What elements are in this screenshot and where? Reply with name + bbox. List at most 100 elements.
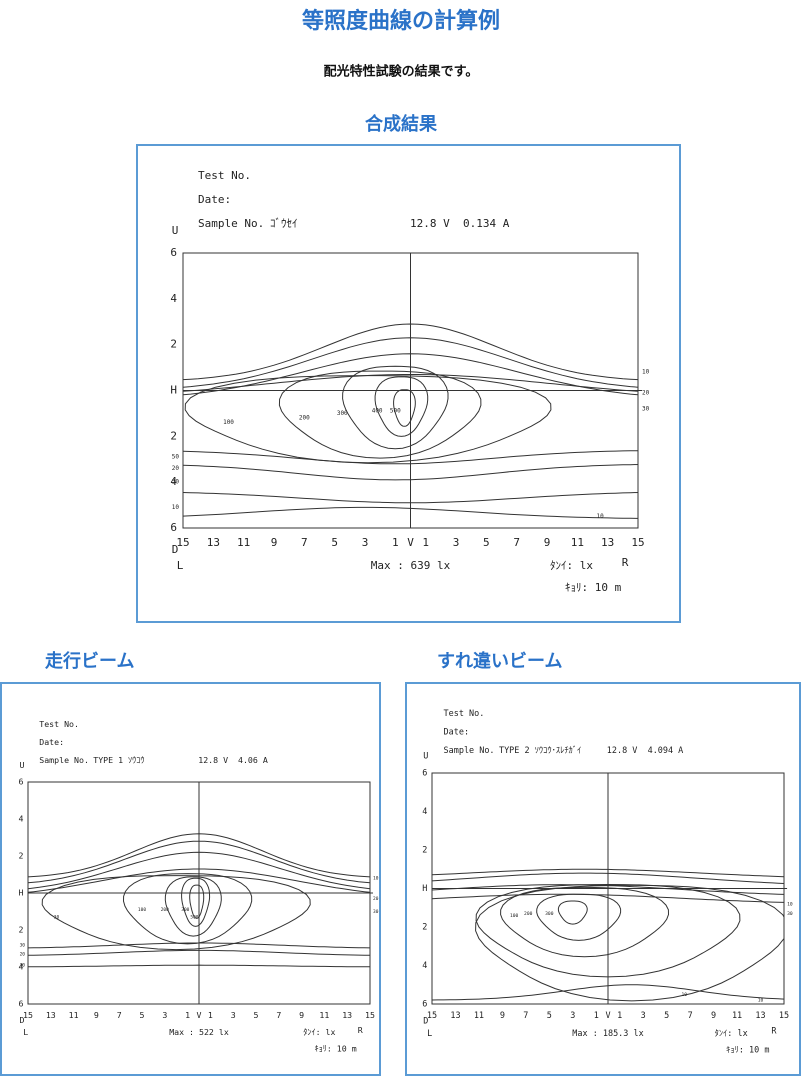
contour — [28, 949, 370, 956]
contour — [41, 875, 311, 951]
x-tick-label: 15 — [427, 1010, 437, 1020]
x-tick-label: 15 — [365, 1010, 375, 1020]
x-tick-label: 15 — [176, 536, 189, 549]
y-tick-label: 6 — [19, 777, 24, 787]
axis-right: R — [771, 1025, 777, 1035]
voltage: 12.8 V — [607, 745, 638, 755]
x-tick-label: 15 — [23, 1010, 33, 1020]
x-tick-label: 9 — [500, 1010, 505, 1020]
y-tick-label: 4 — [422, 960, 427, 970]
x-tick-label: 9 — [94, 1010, 99, 1020]
contour — [432, 872, 784, 885]
contour-label: 500 — [190, 915, 198, 921]
figure-caption: 走行ビーム — [45, 650, 134, 672]
y-tick-label: 6 — [170, 246, 177, 259]
date: Date: — [198, 193, 231, 206]
x-tick-label: 7 — [117, 1010, 122, 1020]
x-tick-label: 3 — [231, 1010, 236, 1020]
y-tick-label: 4 — [170, 475, 177, 488]
x-tick-label: 5 — [140, 1010, 145, 1020]
y-tick-label: 6 — [422, 768, 427, 778]
axis-right: R — [622, 556, 629, 569]
y-tick-label: 2 — [170, 429, 177, 442]
x-tick-label: 9 — [544, 536, 551, 549]
contour — [342, 365, 449, 450]
y-tick-label: 4 — [19, 814, 24, 824]
figure-caption: 合成結果 — [365, 113, 438, 135]
v-label: V — [197, 1010, 202, 1020]
sample: TYPE 2 ｿｳｺｳ･ｽﾚﾁｶﾞｲ — [499, 745, 581, 755]
x-tick-label: 7 — [301, 536, 308, 549]
max: Max : 639 lx — [371, 559, 451, 572]
x-tick-label: 13 — [46, 1010, 56, 1020]
contour-label: 100 — [223, 419, 234, 426]
x-tick-label: 11 — [732, 1010, 742, 1020]
axis-left: L — [23, 1027, 28, 1037]
x-tick-label: 13 — [342, 1010, 352, 1020]
contour — [278, 370, 482, 459]
plot: Test No. Date: Sample No. TYPE 1 ｿｳｺｳ 12.8 V… — [19, 719, 379, 1054]
max: Max : 522 lx — [169, 1027, 229, 1037]
contour — [183, 506, 638, 519]
contour-label: 200 — [524, 911, 533, 917]
contour-label: 30 — [172, 479, 180, 486]
x-tick-label: 1 — [617, 1010, 622, 1020]
test-no: Test No. — [444, 708, 485, 718]
current: 4.06 A — [238, 755, 268, 765]
contour-label: 30 — [20, 942, 26, 948]
contour-label: 200 — [299, 415, 310, 422]
x-tick-label: 3 — [453, 536, 460, 549]
contour — [183, 374, 638, 392]
axis-right: R — [358, 1025, 363, 1035]
y-tick-label: 4 — [170, 292, 177, 305]
contour-label: 300 — [337, 410, 348, 417]
x-tick-label: 5 — [664, 1010, 669, 1020]
x-tick-label: 7 — [513, 536, 520, 549]
contour-label: 300 — [545, 911, 554, 917]
x-tick-label: 13 — [207, 536, 220, 549]
x-tick-label: 3 — [162, 1010, 167, 1020]
x-tick-label: 9 — [271, 536, 278, 549]
contour-label: 20 — [20, 952, 26, 958]
page-title: 等照度曲線の計算例 — [302, 8, 500, 34]
y-tick-label: 2 — [422, 922, 427, 932]
contour-label: 400 — [372, 408, 383, 415]
contour-label: 500 — [390, 408, 401, 415]
contour — [183, 450, 638, 465]
figure-frame — [0, 682, 381, 1076]
contour — [475, 883, 741, 978]
axis-up: U — [172, 224, 179, 237]
x-tick-label: 7 — [276, 1010, 281, 1020]
y-tick-label: 2 — [170, 338, 177, 351]
voltage: 12.8 V — [410, 217, 450, 230]
contour — [184, 375, 552, 464]
contour — [28, 851, 370, 890]
x-tick-label: 11 — [474, 1010, 484, 1020]
x-tick-label: 11 — [319, 1010, 329, 1020]
axis-left: L — [427, 1028, 432, 1038]
x-tick-label: 13 — [450, 1010, 460, 1020]
x-tick-label: 11 — [69, 1010, 79, 1020]
sample: ｺﾞｳｾｲ — [270, 217, 298, 230]
contour-label: 50 — [172, 453, 180, 460]
contour-label: 100 — [138, 907, 146, 913]
x-tick-label: 9 — [299, 1010, 304, 1020]
x-tick-label: 1 — [208, 1010, 213, 1020]
contour-label: 10 — [20, 963, 26, 969]
x-tick-label: 1 — [185, 1010, 190, 1020]
x-tick-label: 7 — [523, 1010, 528, 1020]
contour — [432, 884, 784, 895]
contour — [393, 389, 416, 427]
v-label: V — [407, 536, 414, 549]
axis-down: D — [423, 1015, 428, 1025]
figure-caption: すれ違いビーム — [437, 650, 562, 672]
contour-label: 300 — [181, 907, 189, 913]
contour — [28, 833, 370, 878]
x-tick-label: 1 — [422, 536, 429, 549]
contour — [122, 873, 253, 945]
y-tick-label: 6 — [170, 521, 177, 534]
unit: ﾀﾝｲ: lx — [715, 1028, 748, 1038]
x-tick-label: 7 — [688, 1010, 693, 1020]
date: Date: — [444, 727, 470, 737]
